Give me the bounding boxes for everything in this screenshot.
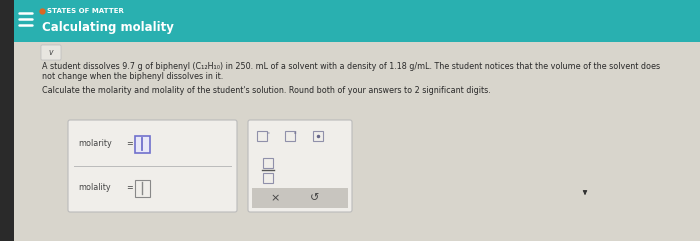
Text: molality: molality xyxy=(78,183,111,193)
FancyBboxPatch shape xyxy=(285,131,295,141)
Bar xyxy=(252,188,348,208)
Text: molarity: molarity xyxy=(78,140,112,148)
FancyBboxPatch shape xyxy=(257,131,267,141)
Text: ×: × xyxy=(270,193,280,203)
Text: Calculate the molarity and molality of the student's solution. Round both of you: Calculate the molarity and molality of t… xyxy=(42,86,491,95)
FancyBboxPatch shape xyxy=(248,120,352,212)
Text: Calculating molality: Calculating molality xyxy=(42,20,174,33)
FancyBboxPatch shape xyxy=(68,120,237,212)
Text: not change when the biphenyl dissolves in it.: not change when the biphenyl dissolves i… xyxy=(42,72,223,81)
Text: =: = xyxy=(126,140,133,148)
Text: STATES OF MATTER: STATES OF MATTER xyxy=(47,8,124,14)
Text: A student dissolves 9.7 g of biphenyl (C₁₂H₁₀) in 250. mL of a solvent with a de: A student dissolves 9.7 g of biphenyl (C… xyxy=(42,62,660,71)
Text: =: = xyxy=(126,183,133,193)
FancyBboxPatch shape xyxy=(262,173,273,183)
Text: ↺: ↺ xyxy=(310,193,320,203)
FancyBboxPatch shape xyxy=(134,180,150,196)
FancyBboxPatch shape xyxy=(41,45,61,60)
Text: °: ° xyxy=(266,132,269,137)
Bar xyxy=(14,0,700,42)
Text: ᵈ: ᵈ xyxy=(294,132,297,137)
FancyBboxPatch shape xyxy=(313,131,323,141)
FancyBboxPatch shape xyxy=(134,135,150,153)
FancyBboxPatch shape xyxy=(262,158,273,168)
Bar xyxy=(0,0,14,241)
Text: v: v xyxy=(49,48,53,57)
